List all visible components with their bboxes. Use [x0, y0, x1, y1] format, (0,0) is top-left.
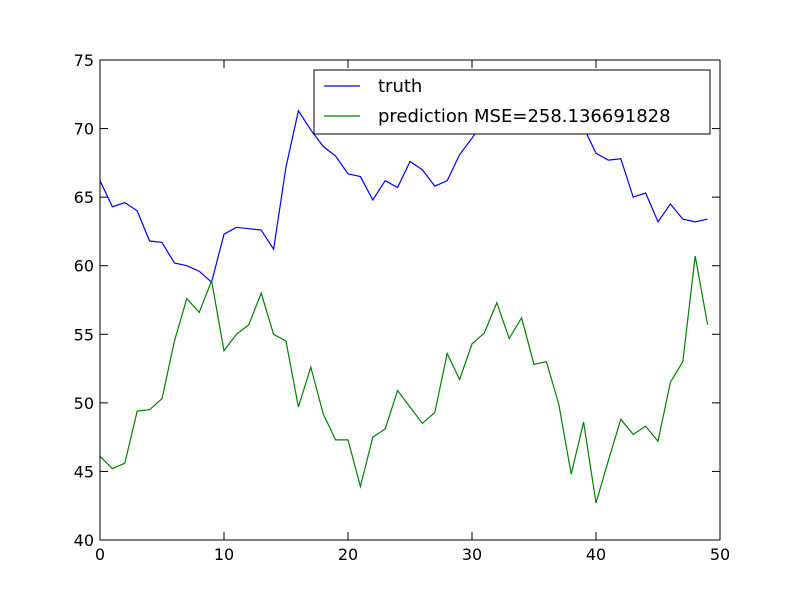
y-tick-label: 65 — [74, 188, 94, 207]
y-tick-label: 50 — [74, 394, 94, 413]
y-tick-label: 45 — [74, 462, 94, 481]
x-tick-label: 30 — [462, 545, 482, 564]
y-tick-label: 55 — [74, 325, 94, 344]
series-line-truth — [99, 108, 708, 284]
legend-label-truth: truth — [378, 76, 422, 97]
x-tick-label: 50 — [710, 545, 730, 564]
legend-frame — [313, 69, 711, 135]
legend-label-prediction: prediction MSE=258.136691828 — [378, 106, 671, 127]
legend: truth prediction MSE=258.136691828 — [313, 69, 711, 135]
y-tick-label: 70 — [74, 120, 94, 139]
y-tick-label: 60 — [74, 257, 94, 276]
series-layer — [99, 108, 709, 504]
x-tick-label: 0 — [95, 545, 105, 564]
series-line-prediction — [99, 256, 709, 504]
plot-area-frame — [99, 59, 721, 541]
x-tick-label: 40 — [586, 545, 606, 564]
x-tick-label: 20 — [338, 545, 358, 564]
axis-ticks: 0 10 20 30 40 50 40 45 50 55 60 65 70 75 — [74, 51, 731, 564]
y-tick-label: 75 — [74, 51, 94, 70]
y-tick-label: 40 — [74, 531, 94, 550]
x-tick-label: 10 — [214, 545, 234, 564]
